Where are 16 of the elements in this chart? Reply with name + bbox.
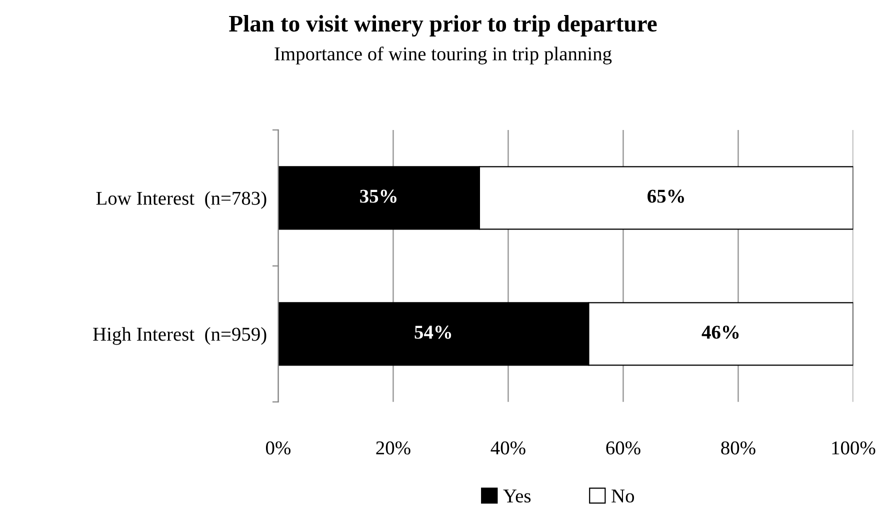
chart-title: Plan to visit winery prior to trip departure xyxy=(229,15,657,37)
data-label: 35% xyxy=(360,190,396,203)
legend-label: No xyxy=(612,490,634,503)
x-tick-label: 100% xyxy=(832,441,876,455)
x-tick-label: 40% xyxy=(490,441,526,455)
x-tick-label: 0% xyxy=(266,441,290,455)
x-tick-label: 60% xyxy=(606,441,640,455)
legend-label: Yes xyxy=(503,490,531,503)
x-tick-label: 20% xyxy=(376,441,410,455)
x-tick-label: 80% xyxy=(721,441,756,455)
y-tick-label: Low Interest (n=783) xyxy=(96,191,266,209)
data-label: 54% xyxy=(414,326,452,339)
chart-subtitle: Importance of wine touring in trip planning xyxy=(274,46,612,64)
data-label: 65% xyxy=(648,190,684,203)
data-label: 46% xyxy=(702,326,739,339)
y-tick-label: High Interest (n=959) xyxy=(93,327,266,345)
